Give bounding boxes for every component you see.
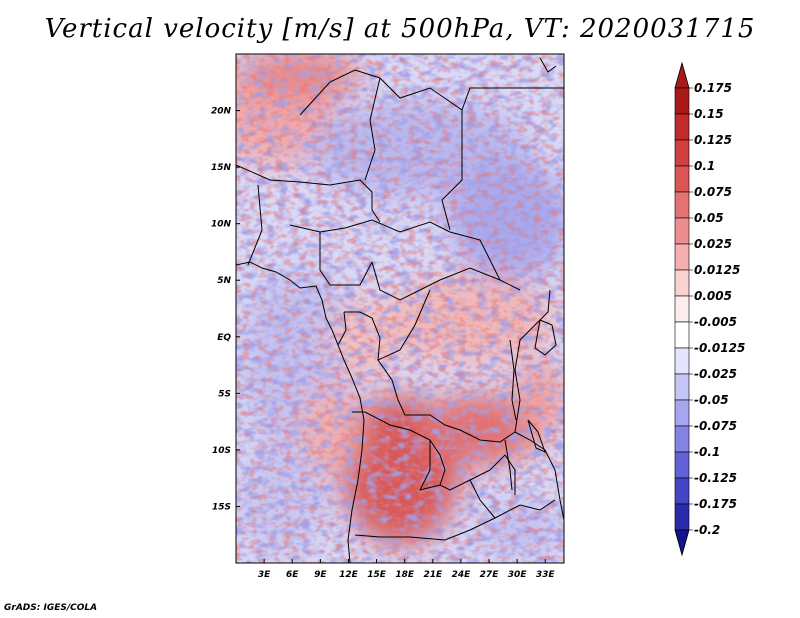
colorbar-label: -0.175 bbox=[694, 497, 737, 511]
lat-label: 10S bbox=[212, 446, 231, 456]
colorbar-label: 0.0125 bbox=[694, 263, 740, 277]
lat-label: 20N bbox=[211, 107, 232, 117]
lat-label: 15S bbox=[212, 502, 231, 512]
colorbar-label: -0.05 bbox=[694, 393, 729, 407]
lon-label: 3E bbox=[258, 570, 271, 580]
colorbar-swatch bbox=[674, 217, 690, 245]
colorbar-swatch bbox=[674, 321, 690, 349]
lon-label: 24E bbox=[452, 570, 472, 580]
colorbar-bottom-arrow bbox=[674, 529, 690, 557]
lon-label: 30E bbox=[508, 570, 528, 580]
footer-credit: GrADS: IGES/COLA bbox=[4, 603, 98, 613]
colorbar-swatch bbox=[674, 373, 690, 401]
lon-label: 9E bbox=[314, 570, 327, 580]
lat-label: EQ bbox=[217, 333, 231, 343]
lon-label: 6E bbox=[286, 570, 299, 580]
lon-label: 12E bbox=[339, 570, 359, 580]
lon-label: 21E bbox=[423, 570, 443, 580]
map-frame bbox=[235, 53, 565, 564]
lat-label: 15N bbox=[211, 163, 232, 173]
latitude-axis: 20N 15N 10N 5N EQ 5S 10S 15S bbox=[211, 107, 240, 512]
colorbar-label: 0.075 bbox=[694, 185, 732, 199]
colorbar-swatch bbox=[674, 451, 690, 479]
colorbar-label: 0.1 bbox=[694, 159, 715, 173]
colorbar-swatch bbox=[674, 139, 690, 167]
lat-label: 5S bbox=[218, 389, 231, 399]
colorbar-swatch bbox=[674, 295, 690, 323]
colorbar-swatch bbox=[674, 87, 690, 115]
colorbar-label: -0.005 bbox=[694, 315, 737, 329]
colorbar-label: -0.2 bbox=[694, 523, 720, 537]
lon-label: 18E bbox=[395, 570, 415, 580]
vertical-velocity-field bbox=[236, 54, 564, 563]
colorbar-label: 0.05 bbox=[694, 211, 724, 225]
lat-label: 10N bbox=[211, 220, 232, 230]
colorbar-label: -0.125 bbox=[694, 471, 737, 485]
longitude-axis: 3E 6E 9E 12E 15E 18E 21E 24E 27E 30E 33E bbox=[258, 559, 556, 580]
colorbar-swatch bbox=[674, 191, 690, 219]
lon-label: 27E bbox=[480, 570, 500, 580]
plot-title: Vertical velocity [m/s] at 500hPa, VT: 2… bbox=[44, 14, 756, 44]
colorbar-label: 0.15 bbox=[694, 107, 724, 121]
colorbar-swatch bbox=[674, 243, 690, 271]
colorbar-label: 0.005 bbox=[694, 289, 732, 303]
colorbar-swatch bbox=[674, 165, 690, 193]
colorbar-label: -0.0125 bbox=[694, 341, 745, 355]
colorbar: 0.175 0.15 0.125 0.1 0.075 0.05 0.025 0.0125 0.0… bbox=[674, 61, 745, 557]
colorbar-label: 0.025 bbox=[694, 237, 732, 251]
colorbar-swatch bbox=[674, 477, 690, 505]
colorbar-top-arrow bbox=[674, 61, 690, 89]
colorbar-swatch bbox=[674, 269, 690, 297]
lat-label: 5N bbox=[217, 276, 231, 286]
country-borders bbox=[236, 57, 564, 563]
colorbar-label: -0.1 bbox=[694, 445, 720, 459]
colorbar-swatch bbox=[674, 347, 690, 375]
colorbar-label: 0.125 bbox=[694, 133, 732, 147]
colorbar-label: 0.175 bbox=[694, 81, 732, 95]
colorbar-swatch bbox=[674, 425, 690, 453]
colorbar-label: -0.075 bbox=[694, 419, 737, 433]
lon-label: 33E bbox=[536, 570, 556, 580]
colorbar-swatch bbox=[674, 399, 690, 427]
colorbar-swatch bbox=[674, 113, 690, 141]
lon-label: 15E bbox=[367, 570, 387, 580]
colorbar-label: -0.025 bbox=[694, 367, 737, 381]
colorbar-swatch bbox=[674, 503, 690, 531]
